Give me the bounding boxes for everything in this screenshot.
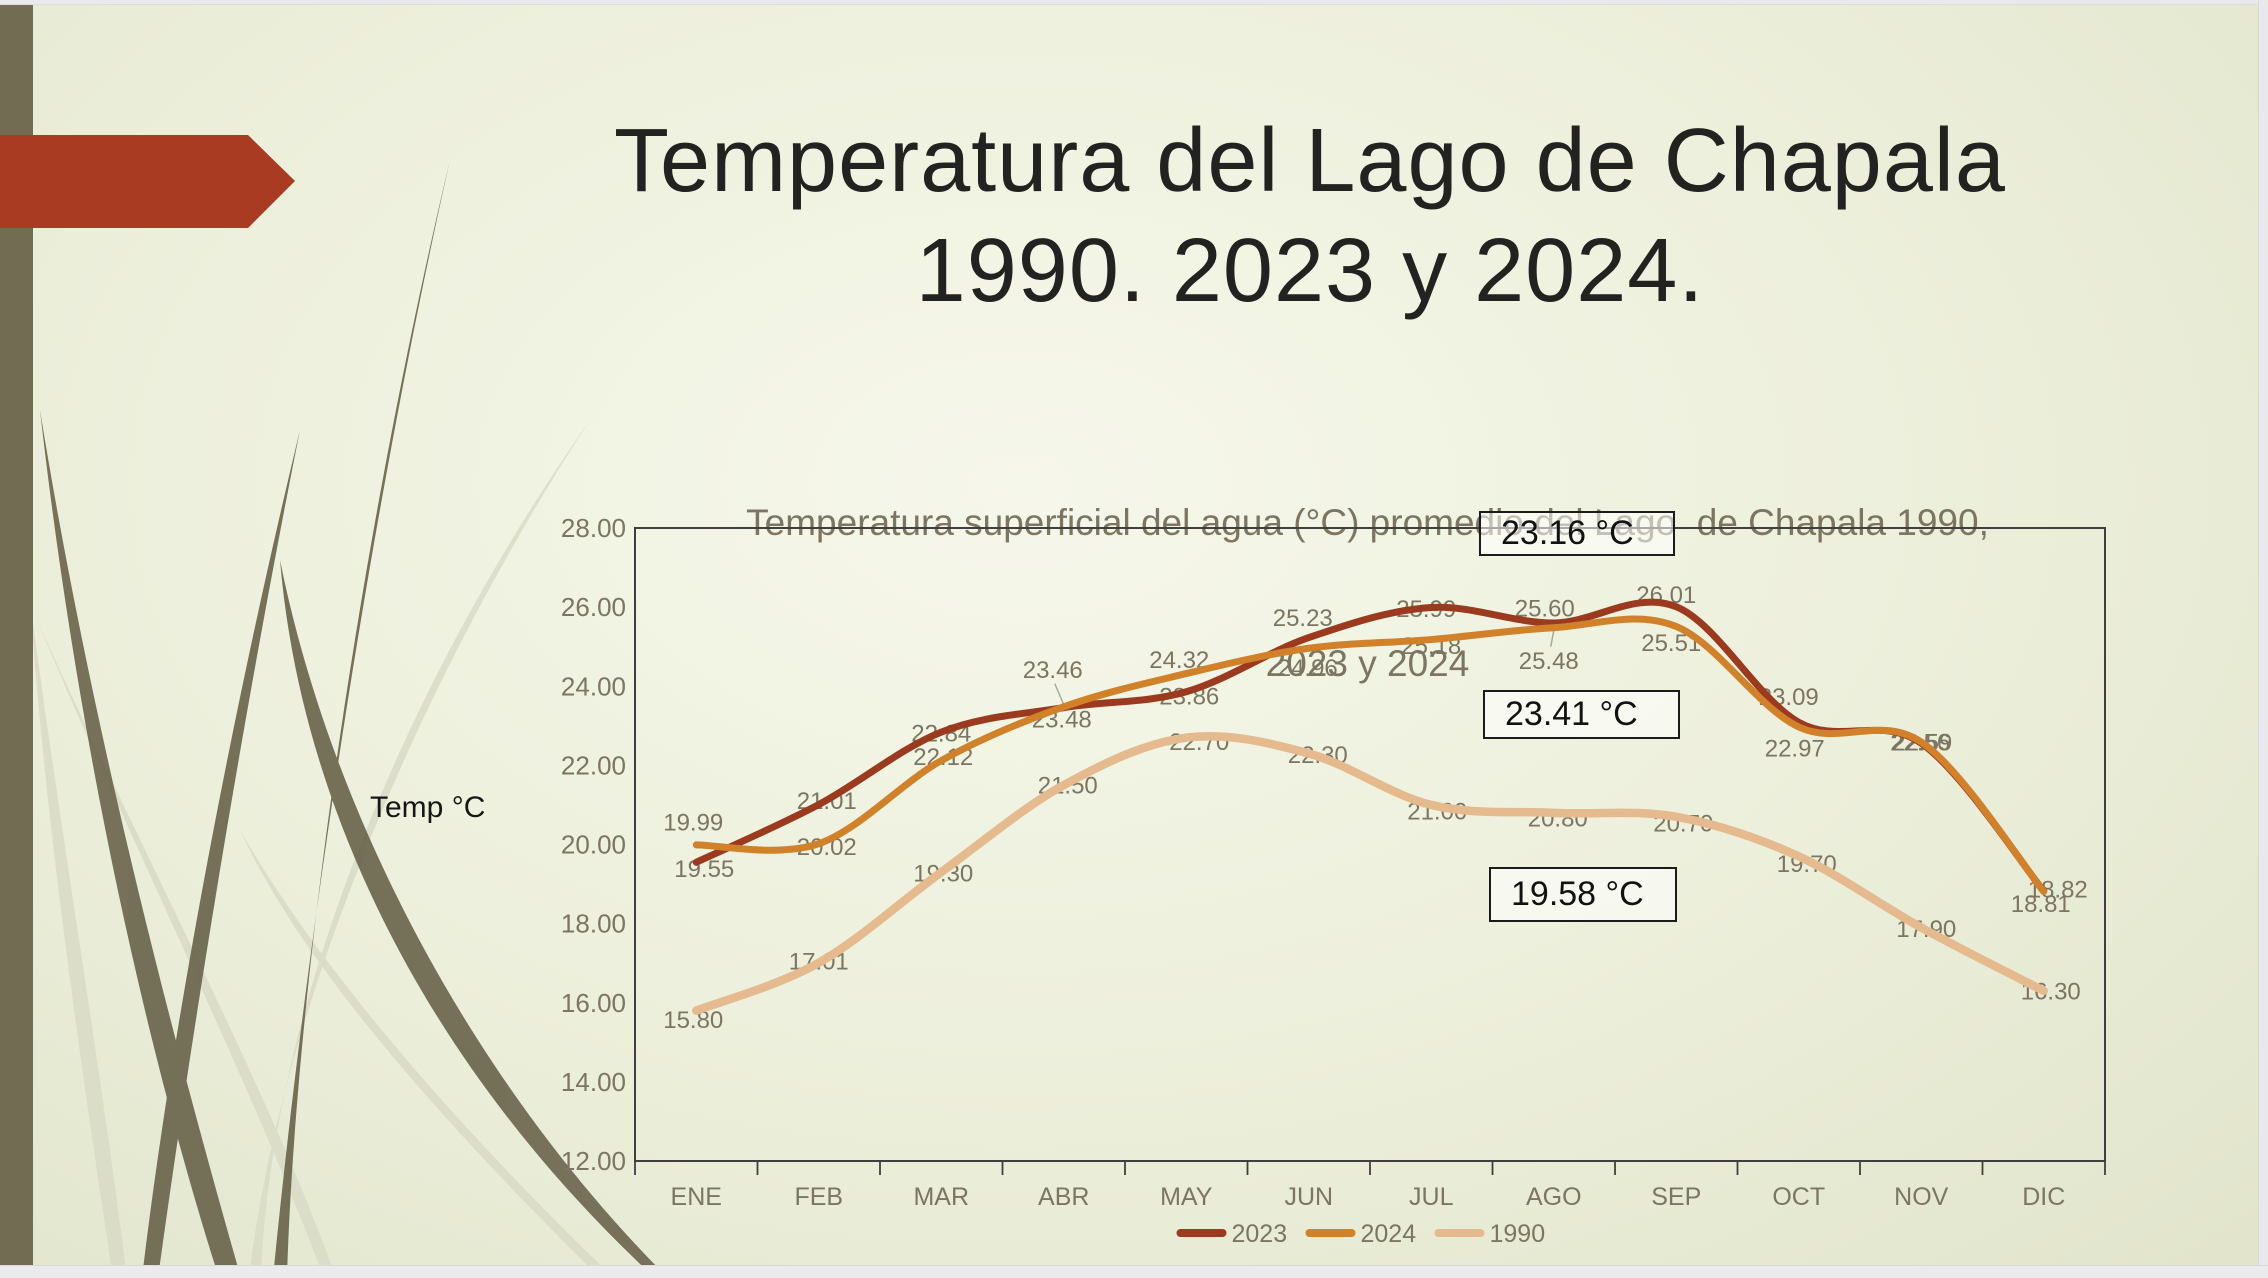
legend-label-1990: 1990 [1490,1220,1546,1248]
arrow-polygon [0,135,295,228]
legend-swatch-2024 [1305,1229,1356,1237]
x-tick-label: DIC [2022,1183,2065,1211]
light-grass-blades [30,420,614,1278]
slide-title: Temperatura del Lago de Chapala 1990. 20… [380,106,2240,326]
y-axis-title: Temp °C [370,791,486,824]
y-tick-label: 22.00 [561,750,626,780]
data-label: 19.99 [663,809,723,836]
x-tick-label: ENE [671,1183,722,1211]
window-edge-bottom [0,1265,2268,1278]
y-axis-labels: 12.00 14.00 16.00 18.00 20.00 22.00 24.00 26.00… [561,513,626,1176]
x-tick-label: FEB [794,1183,843,1211]
avg-annotation-2023-text: 23.41 °C [1505,695,1638,733]
x-tick-label: SEP [1651,1183,1701,1211]
legend-swatch-2023 [1176,1229,1227,1237]
leader-lines [1054,630,1555,705]
legend-label-2024: 2024 [1361,1220,1417,1248]
x-tick-label: MAR [913,1183,969,1211]
y-tick-label: 14.00 [561,1067,626,1097]
data-label: 18.81 [2011,891,2071,918]
y-tick-label: 26.00 [561,592,626,622]
x-tick-label: AGO [1526,1183,1582,1211]
title-arrow-shape [0,135,295,228]
chart-legend: 2023 2024 1990 [1176,1220,1546,1248]
x-tick-label: JUN [1284,1183,1333,1211]
y-tick-label: 12.00 [561,1146,626,1176]
data-label: 23.46 [1023,657,1083,684]
slide-title-line1: Temperatura del Lago de Chapala [614,111,2006,211]
window-edge-right [2258,0,2268,1278]
y-tick-label: 20.00 [561,830,626,860]
y-tick-label: 28.00 [561,513,626,543]
avg-annotation-2023: 23.41 °C [1483,690,1680,739]
x-tick-label: MAY [1160,1183,1213,1211]
chart-title-line1: Temperatura superficial del agua (°C) pr… [746,502,1989,543]
avg-annotation-2024: 23.16 °C [1479,511,1675,556]
data-label: 25.48 [1519,648,1579,675]
x-axis-labels: ENE FEB MAR ABR MAY JUN JUL AGO SEP OCT NOV DIC [671,1183,2066,1211]
data-label: 22.97 [1765,735,1825,762]
chart-canvas: 12.00 14.00 16.00 18.00 20.00 22.00 24.00 26.00… [561,513,2106,1248]
window-edge-top [0,0,2268,5]
slide-title-line2: 1990. 2023 y 2024. [915,221,1705,321]
legend-label-2023: 2023 [1232,1220,1288,1248]
avg-annotation-1990: 19.58 °C [1489,867,1677,922]
avg-annotation-2024-text: 23.16 °C [1501,514,1634,552]
avg-annotation-1990-text: 19.58 °C [1511,875,1644,913]
x-tick-label: JUL [1409,1183,1454,1211]
x-tick-label: OCT [1772,1183,1825,1211]
y-tick-label: 24.00 [561,671,626,701]
data-label: 25.23 [1273,605,1333,632]
series-line-2024 [692,615,2048,896]
series-line-1990 [692,731,2048,1015]
y-tick-label: 16.00 [561,988,626,1018]
data-label: 24.96 [1278,655,1338,682]
x-axis-ticks [634,1161,2106,1175]
y-tick-label: 18.00 [561,909,626,939]
x-tick-label: NOV [1894,1183,1949,1211]
x-tick-label: ABR [1038,1183,1089,1211]
legend-swatch-1990 [1434,1229,1485,1237]
